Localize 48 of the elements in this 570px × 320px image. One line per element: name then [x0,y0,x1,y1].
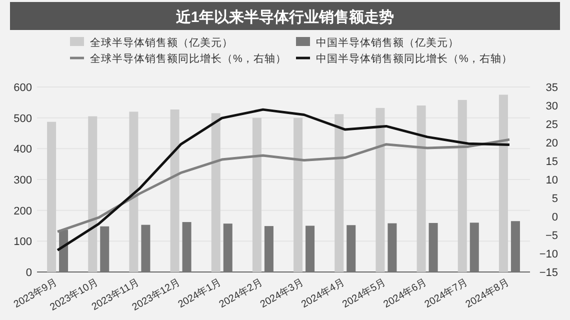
bar [100,226,110,272]
bar [510,221,520,272]
bar [346,225,356,272]
y2-tick-label: 35 [546,82,558,94]
bar [182,222,192,272]
y2-tick-label: 5 [552,193,558,205]
bar [170,110,180,272]
bar [334,114,344,272]
legend-label: 全球半导体销售额（亿美元） [90,36,233,49]
legend-label: 全球半导体销售额同比增长（%，右轴） [90,52,286,65]
line-series [56,138,511,233]
y-tick-label: 0 [26,267,32,279]
bar [416,106,426,272]
bar [428,222,438,272]
bar [376,108,385,272]
y2-tick-label: 0 [552,212,558,224]
y-tick-label: 100 [14,236,32,248]
bar [223,224,232,272]
bar [211,113,220,272]
y2-tick-label: −15 [539,267,558,279]
y-tick-label: 600 [14,82,32,94]
bar [458,100,467,272]
legend-label: 中国半导体销售额同比增长（%，右轴） [316,52,512,65]
legend-label: 中国半导体销售额（亿美元） [316,36,459,49]
chart-title: 近1年以来半导体行业销售额走势 [174,8,394,26]
bar [264,226,274,272]
y-tick-label: 400 [14,144,32,156]
y2-tick-label: 20 [546,138,558,150]
bar [306,226,315,272]
y2-tick-label: 10 [546,174,558,186]
y-tick-label: 300 [14,174,32,186]
y2-tick-label: 15 [546,156,558,168]
bar [88,116,98,272]
y2-tick-label: −10 [539,248,558,260]
bar [498,94,508,272]
y2-tick-label: 25 [546,119,558,131]
bar [388,223,397,272]
y-tick-label: 200 [14,205,32,218]
bar [129,112,138,272]
bar [141,224,150,272]
y2-tick-label: −5 [545,230,558,242]
line-series [56,108,511,252]
bar [47,122,56,272]
bar [294,118,303,272]
bar [470,222,479,272]
bar [252,118,262,272]
y-tick-label: 500 [14,112,32,125]
y2-tick-label: 30 [546,100,558,112]
